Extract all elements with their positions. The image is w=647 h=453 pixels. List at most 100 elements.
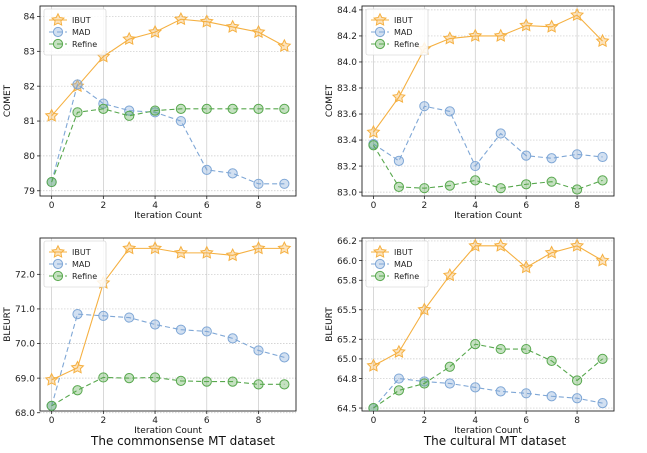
- cultural-comet-ytick-label: 83.0: [337, 188, 357, 198]
- commonsense-bleurt-legend-marker-ibut: [51, 244, 65, 258]
- cultural-bleurt-series-refine-point: [368, 402, 379, 411]
- commonsense-comet-series-refine-point: [98, 103, 109, 114]
- commonsense-bleurt-ytick-label: 71.0: [15, 305, 35, 315]
- commonsense-bleurt-chart: 68.0 69.0 70.0 71.0 72.0 0 2 4 6 8 Iteration Count…: [3, 237, 297, 436]
- commonsense-bleurt-series-ibut-line: [51, 247, 285, 381]
- commonsense-comet-legend-label-ibut: IBUT: [72, 16, 91, 25]
- cultural-bleurt-ytick-label: 65.8: [337, 276, 357, 286]
- cultural-comet-ylabel: COMET: [325, 84, 335, 117]
- commonsense-bleurt-ytick-label: 70.0: [15, 340, 35, 350]
- commonsense-comet-xtick-label: 8: [256, 201, 262, 211]
- cultural-comet-legend-marker-refine: [374, 38, 386, 50]
- cultural-bleurt-series-mad-point: [444, 378, 455, 389]
- cultural-bleurt-series-ibut-point: [493, 238, 508, 252]
- commonsense-comet-ytick-label: 80: [24, 152, 36, 162]
- cultural-bleurt-plot-area: [366, 238, 610, 411]
- commonsense-bleurt-series-mad-point: [227, 333, 238, 344]
- cultural-comet-series-mad-line: [373, 105, 603, 168]
- cultural-comet-series-mad-point: [597, 151, 608, 163]
- cultural-bleurt-series-refine-line: [373, 343, 603, 409]
- cultural-bleurt-series-mad-point: [393, 373, 405, 384]
- cultural-bleurt-legend-marker-ibut: [373, 244, 387, 258]
- commonsense-bleurt-series-ibut-point: [44, 372, 59, 386]
- commonsense-comet-series-ibut-point: [251, 24, 266, 39]
- cultural-bleurt-ylabel: BLEURT: [325, 307, 335, 342]
- cultural-bleurt-series-refine-point: [444, 361, 455, 372]
- cultural-bleurt-series-ibut-line: [373, 245, 603, 367]
- cultural-bleurt-frame: [361, 237, 615, 412]
- cultural-comet-series-mad-point: [521, 150, 532, 161]
- cultural-comet-series-refine-point: [495, 183, 506, 194]
- commonsense-bleurt-ytick-label: 68.0: [15, 409, 35, 419]
- commonsense-comet-series-refine-point: [124, 110, 135, 121]
- commonsense-bleurt-series-mad-point: [72, 309, 83, 320]
- cultural-comet-series-ibut-point: [519, 18, 534, 32]
- commonsense-comet-ylabel: COMET: [3, 84, 13, 117]
- cultural-comet-series-mad-point: [444, 106, 455, 117]
- commonsense-bleurt-series-refine-point: [46, 400, 57, 411]
- cultural-comet-series-refine-point: [597, 175, 608, 186]
- cultural-comet-series-mad-point: [546, 153, 557, 164]
- commonsense-bleurt-legend-marker-mad: [52, 258, 64, 270]
- cultural-comet-series-ibut-point: [366, 124, 381, 139]
- commonsense-bleurt-xtick-label: 4: [152, 416, 158, 426]
- cultural-comet-series-ibut-point: [468, 28, 483, 42]
- commonsense-comet-series-refine-point: [201, 103, 212, 114]
- cultural-comet-frame: [361, 5, 615, 197]
- commonsense-bleurt-legend-label-refine: Refine: [72, 272, 97, 281]
- cultural-comet-series-refine-point: [571, 184, 583, 195]
- commonsense-comet-ytick-label: 82: [24, 82, 35, 92]
- cultural-comet-xtick-label: 6: [523, 201, 529, 211]
- commonsense-comet-series-mad-point: [279, 178, 290, 189]
- commonsense-bleurt-series-mad-point: [124, 312, 135, 323]
- commonsense-bleurt-series-ibut-point: [251, 241, 266, 255]
- cultural-comet-series-mad-point: [495, 128, 506, 139]
- commonsense-comet-xtick-label: 0: [49, 201, 55, 211]
- commonsense-bleurt-series-mad-line: [51, 313, 285, 406]
- cultural-comet-legend-label-mad: MAD: [394, 28, 413, 37]
- cultural-comet-series-refine-point: [393, 181, 405, 192]
- cultural-comet-series-ibut-point: [595, 33, 610, 48]
- commonsense-comet-series-ibut-point: [148, 24, 163, 39]
- cultural-bleurt-ytick-label: 64.8: [337, 375, 357, 385]
- commonsense-bleurt-series-refine-point: [201, 376, 212, 387]
- cultural-bleurt-series-refine-point: [495, 343, 506, 355]
- commonsense-comet-ytick-label: 79: [24, 187, 36, 197]
- commonsense-bleurt-series-mad-point: [201, 326, 212, 337]
- commonsense-comet-series-mad-point: [72, 79, 83, 90]
- commonsense-comet-ytick-label: 83: [24, 48, 35, 58]
- commonsense-bleurt-series-refine-point: [124, 373, 135, 384]
- commonsense-comet-series-mad-point: [201, 164, 212, 175]
- commonsense-comet-series-ibut-line: [51, 18, 285, 117]
- commonsense-bleurt-series-mad-point: [149, 319, 161, 330]
- cultural-comet-series-refine-point: [419, 183, 430, 194]
- cultural-bleurt-series-refine-point: [597, 353, 608, 365]
- commonsense-bleurt-legend: IBUT MAD Refine: [43, 240, 107, 288]
- commonsense-bleurt-plot-area: [44, 241, 292, 411]
- cultural-comet-series-refine-point: [368, 140, 379, 151]
- cultural-comet-xtick-label: 0: [371, 201, 377, 211]
- cultural-comet-ytick-label: 83.4: [337, 136, 357, 146]
- cultural-bleurt-legend-label-ibut: IBUT: [394, 248, 413, 257]
- commonsense-comet-legend-marker-mad: [52, 26, 64, 38]
- cultural-bleurt-series-ibut-point: [442, 268, 457, 282]
- cultural-comet-series-ibut-point: [493, 28, 508, 42]
- commonsense-bleurt-series-refine-point: [98, 372, 109, 383]
- commonsense-bleurt-series-mad-point: [175, 324, 187, 335]
- cultural-bleurt-xtick-label: 4: [472, 416, 478, 426]
- cultural-comet-series-mad-point: [571, 149, 583, 160]
- commonsense-bleurt-ytick-label: 69.0: [15, 374, 35, 384]
- commonsense-comet-series-mad-point: [98, 98, 109, 109]
- cultural-bleurt-ytick-label: 64.5: [337, 404, 357, 414]
- cultural-comet-chart: 83.0 83.2 83.4 83.6 83.8 84.0 84.2 84.4 0 2 4 6 8 Ite…: [325, 5, 615, 221]
- commonsense-bleurt-xtick-label: 8: [256, 416, 262, 426]
- cultural-bleurt-legend-label-refine: Refine: [394, 272, 419, 281]
- commonsense-comet-legend-marker-refine: [52, 38, 64, 50]
- commonsense-comet-series-ibut-point: [122, 31, 137, 46]
- commonsense-comet-series-refine-point: [253, 103, 264, 114]
- cultural-comet-legend-marker-ibut: [373, 12, 387, 26]
- cultural-bleurt-series-ibut-point: [468, 238, 483, 252]
- cultural-bleurt-series-mad-point: [521, 388, 532, 399]
- cultural-comet-series-refine-point: [444, 180, 455, 191]
